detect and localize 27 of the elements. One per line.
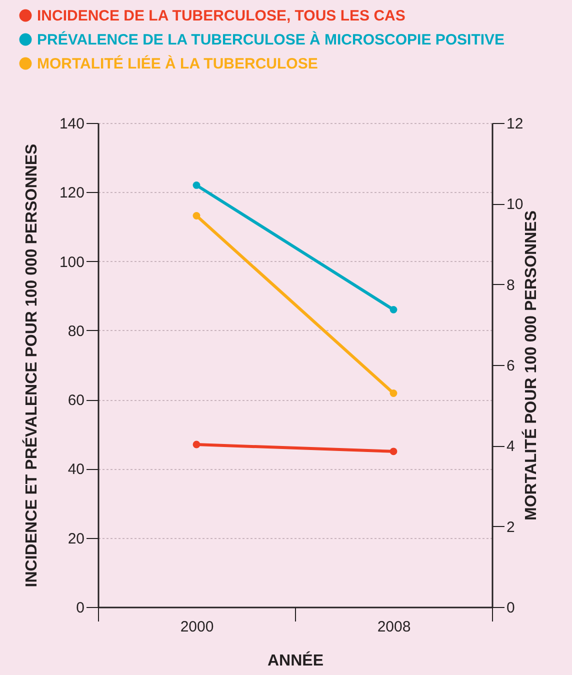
x-axis-title: ANNÉE xyxy=(267,650,324,670)
y-tick-label: 40 xyxy=(68,461,84,478)
y-tick-label: 100 xyxy=(59,254,84,271)
y2-tick-label: 12 xyxy=(506,116,524,132)
y2-tick-label: 10 xyxy=(506,196,524,214)
point xyxy=(390,448,398,456)
legend-label: INCIDENCE DE LA TUBERCULOSE, TOUS LES CAS xyxy=(37,8,406,24)
point xyxy=(390,306,398,314)
point xyxy=(192,182,200,189)
y2-axis-title: MORTALITÉ POUR 100 000 PERSONNES xyxy=(521,210,540,520)
y2-tick-label: 6 xyxy=(506,358,515,374)
y2-tick-label: 8 xyxy=(506,276,515,294)
y2-tick-label: 0 xyxy=(506,600,515,616)
y-tick-label: 60 xyxy=(68,392,84,410)
y-tick-label: 80 xyxy=(68,322,84,340)
y-tick-label: 20 xyxy=(68,530,84,548)
legend-label: MORTALITÉ LIÉE À LA TUBERCULOSE xyxy=(37,54,318,72)
y-axis-title: INCIDENCE ET PRÉVALENCE POUR 100 000 PERSONNES xyxy=(21,143,40,588)
point xyxy=(192,440,200,448)
x-tick-label: 2000 xyxy=(180,618,214,636)
y2-tick-label: 2 xyxy=(506,518,515,536)
y-tick-label: 140 xyxy=(59,116,84,132)
legend-label: PRÉVALENCE DE LA TUBERCULOSE À MICROSCOPIE POSITIVE xyxy=(37,30,505,48)
y-tick-label: 120 xyxy=(59,184,84,202)
y-tick-label: 0 xyxy=(76,600,84,616)
x-tick-label: 2008 xyxy=(377,618,411,636)
y2-tick-label: 4 xyxy=(506,438,515,456)
